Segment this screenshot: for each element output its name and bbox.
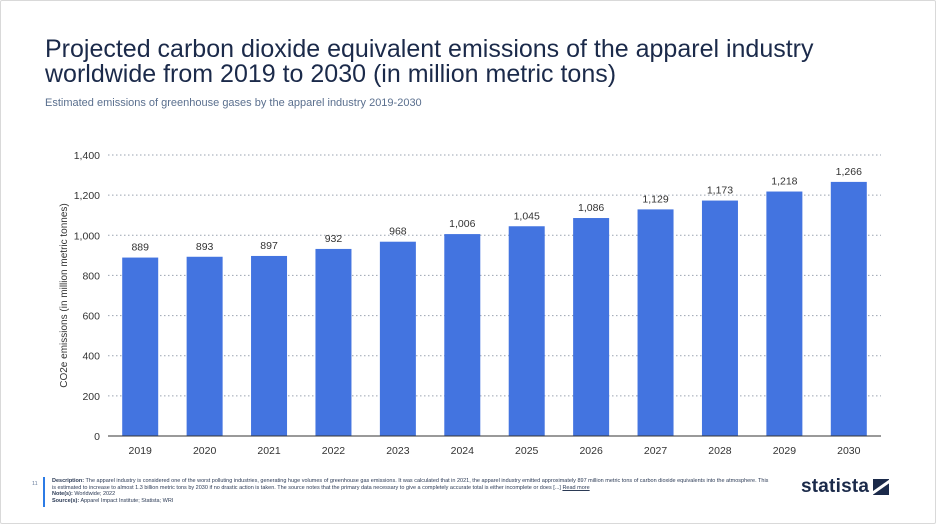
chart-subtitle: Estimated emissions of greenhouse gases … <box>45 97 422 109</box>
y-tick-label: 1,000 <box>74 230 100 242</box>
y-tick-label: 0 <box>94 431 100 443</box>
bar-2021[interactable] <box>251 255 288 436</box>
bar-2030[interactable] <box>830 181 867 436</box>
data-label: 1,006 <box>449 218 475 230</box>
sources-label: Source(s): <box>52 497 80 504</box>
data-label: 893 <box>196 241 214 253</box>
notes-line: Note(s): Worldwide; 2022 <box>52 491 772 498</box>
statista-logo-icon <box>873 479 890 495</box>
bar-2020[interactable] <box>186 256 223 436</box>
gridlines <box>108 154 881 397</box>
data-labels: 889 893 897 932 968 1,006 1,045 1,086 1,129 1,173… <box>131 166 862 254</box>
y-axis-title: CO2e emissions (in million metric tonnes… <box>59 203 70 388</box>
bar-2022[interactable] <box>315 248 352 436</box>
x-tick-label: 2022 <box>322 445 346 457</box>
data-label: 1,086 <box>578 202 604 214</box>
x-tick-label: 2028 <box>708 445 732 457</box>
bar-2019[interactable] <box>122 257 159 436</box>
data-label: 1,129 <box>642 193 668 205</box>
data-label: 1,218 <box>771 176 797 188</box>
footer-accent-bar <box>43 477 45 507</box>
notes-label: Note(s): <box>52 491 73 498</box>
y-tick-label: 1,200 <box>74 190 100 202</box>
bar-2025[interactable] <box>508 226 545 436</box>
chart-title: Projected carbon dioxide equivalent emis… <box>45 35 814 88</box>
y-tick-label: 1,400 <box>74 150 100 162</box>
bar-2026[interactable] <box>573 218 610 436</box>
x-tick-label: 2019 <box>129 445 153 457</box>
x-tick-label: 2021 <box>257 445 281 457</box>
x-axis-tick-labels: 2019 2020 2021 2022 2023 2024 2025 2026 2027 2028… <box>129 445 861 457</box>
logo-text: statista <box>801 476 870 497</box>
sources-text: Apparel Impact Institute; Statista; WRI <box>80 497 174 504</box>
data-label: 1,266 <box>836 166 862 178</box>
data-label: 1,045 <box>514 210 540 222</box>
x-tick-label: 2020 <box>193 445 217 457</box>
x-tick-label: 2026 <box>579 445 603 457</box>
y-tick-label: 800 <box>82 270 100 282</box>
x-tick-label: 2025 <box>515 445 539 457</box>
data-label: 889 <box>131 242 149 254</box>
x-tick-label: 2029 <box>773 445 797 457</box>
y-tick-label: 600 <box>82 311 100 323</box>
y-axis-tick-labels: 0 200 400 600 800 1,000 1,200 1,400 <box>74 150 100 443</box>
data-label: 1,173 <box>707 185 733 197</box>
bar-2024[interactable] <box>444 234 481 436</box>
x-tick-label: 2023 <box>386 445 410 457</box>
notes-text: Worldwide; 2022 <box>74 491 116 498</box>
y-tick-label: 200 <box>82 391 100 403</box>
bar-2027[interactable] <box>637 209 674 436</box>
description-line: Description: The apparel industry is con… <box>52 478 772 491</box>
bars <box>122 181 867 436</box>
bar-2028[interactable] <box>701 200 738 436</box>
read-more-link[interactable]: Read more <box>562 484 590 491</box>
footer-notes: Description: The apparel industry is con… <box>52 478 772 504</box>
data-label: 897 <box>260 240 278 252</box>
data-label: 968 <box>389 226 407 238</box>
data-label: 932 <box>325 233 343 245</box>
x-tick-label: 2030 <box>837 445 861 457</box>
bar-2029[interactable] <box>766 191 803 436</box>
description-text: The apparel industry is considered one o… <box>52 478 769 491</box>
sources-line: Source(s): Apparel Impact Institute; Sta… <box>52 498 772 505</box>
x-tick-label: 2027 <box>644 445 668 457</box>
page-number: 11 <box>32 481 38 487</box>
bar-2023[interactable] <box>379 241 416 436</box>
description-label: Description: <box>52 478 85 484</box>
x-tick-label: 2024 <box>451 445 475 457</box>
statista-logo[interactable]: statista <box>801 476 890 498</box>
y-tick-label: 400 <box>82 351 100 363</box>
bar-chart: 0 200 400 600 800 1,000 1,200 1,400 2019 2020 202… <box>59 150 881 457</box>
